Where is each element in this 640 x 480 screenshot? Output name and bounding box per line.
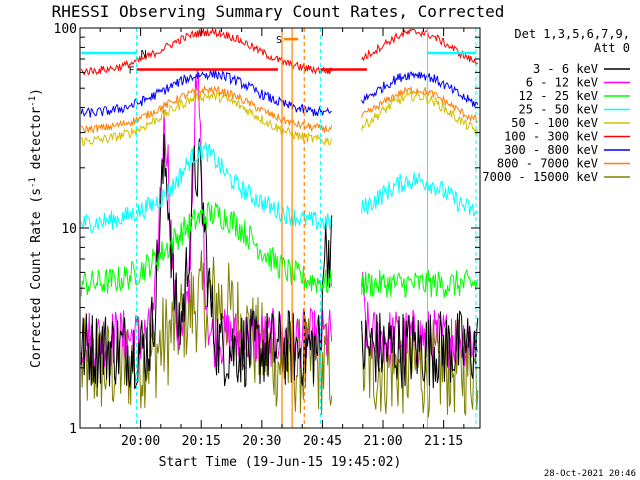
x-tick-label-2: 20:30 bbox=[242, 434, 281, 449]
chart-title: RHESSI Observing Summary Count Rates, Co… bbox=[52, 2, 505, 21]
x-tick-label-0: 20:00 bbox=[121, 434, 160, 449]
series-line-3-seg-0 bbox=[80, 141, 332, 234]
series-line-0-seg-0 bbox=[80, 133, 333, 390]
legend-label-1: 6 - 12 keV bbox=[526, 76, 598, 90]
axis-ticks: 20:00 20:15 20:30 20:45 21:00 21:15 100 10 1 bbox=[54, 22, 480, 449]
series-line-2-seg-1 bbox=[361, 268, 479, 298]
y-axis-label: Corrected Count Rate (s-1 detector-1) bbox=[28, 88, 44, 368]
legend-label-8: 7000 - 15000 keV bbox=[482, 170, 598, 184]
series-line-3-seg-1 bbox=[361, 171, 479, 217]
legend-header-1: Det 1,3,5,6,7,9, bbox=[514, 27, 630, 41]
legend-label-4: 50 - 100 keV bbox=[511, 116, 598, 130]
series-line-7-seg-1 bbox=[361, 85, 478, 123]
legend-label-0: 3 - 6 keV bbox=[533, 62, 598, 76]
legend-header-2: Att 0 bbox=[594, 41, 630, 55]
x-axis-label: Start Time (19-Jun-15 19:45:02) bbox=[159, 455, 402, 470]
series-line-6-seg-0 bbox=[80, 69, 332, 118]
flag-label-0: N bbox=[141, 49, 147, 60]
series-line-4-seg-1 bbox=[361, 90, 479, 135]
x-tick-label-5: 21:15 bbox=[424, 434, 463, 449]
series-line-5-seg-1 bbox=[361, 28, 479, 66]
legend-label-6: 300 - 800 keV bbox=[504, 143, 598, 157]
series-line-5-seg-0 bbox=[80, 26, 333, 76]
series-line-7-seg-0 bbox=[80, 84, 333, 134]
legend-label-3: 25 - 50 keV bbox=[519, 103, 598, 117]
legend-label-5: 100 - 300 keV bbox=[504, 130, 598, 144]
x-tick-label-3: 20:45 bbox=[303, 434, 342, 449]
y-tick-label-1: 10 bbox=[61, 222, 77, 237]
series-line-4-seg-0 bbox=[80, 90, 333, 147]
plot-area: NF S bbox=[80, 26, 479, 428]
series-line-2-seg-0 bbox=[80, 201, 333, 297]
series-line-6-seg-1 bbox=[361, 71, 479, 107]
legend-label-7: 800 - 7000 keV bbox=[497, 157, 598, 171]
x-tick-label-4: 21:00 bbox=[363, 434, 402, 449]
y-tick-label-2: 1 bbox=[69, 422, 77, 437]
legend-label-2: 12 - 25 keV bbox=[519, 89, 598, 103]
footer-timestamp: 28-Oct-2021 20:46 bbox=[544, 469, 636, 479]
flag-label-1: F bbox=[128, 66, 134, 77]
series-line-0-seg-1 bbox=[361, 310, 479, 389]
flag-label-2: S bbox=[276, 35, 282, 46]
y-tick-label-0: 100 bbox=[54, 22, 77, 37]
x-tick-label-1: 20:15 bbox=[182, 434, 221, 449]
